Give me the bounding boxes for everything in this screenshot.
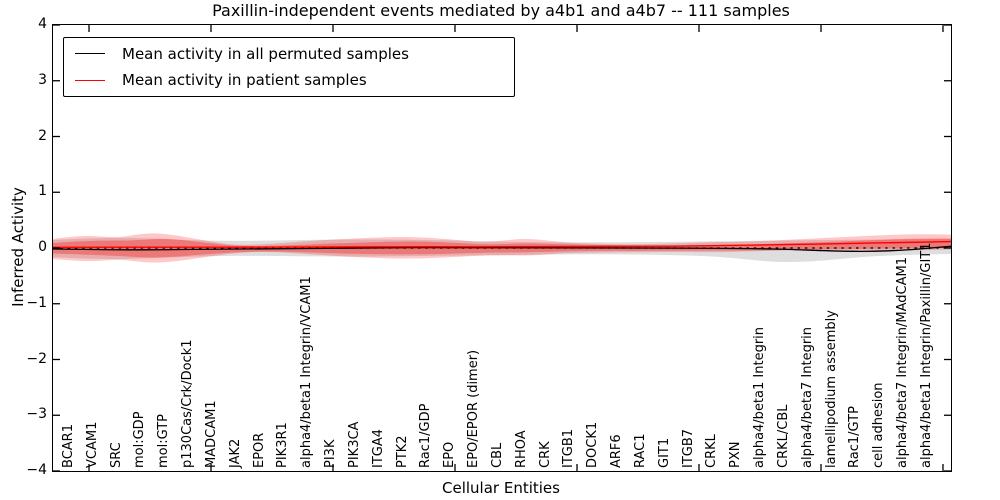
legend-label: Mean activity in all permuted samples bbox=[122, 44, 409, 63]
x-tick-label: CBL bbox=[489, 442, 505, 468]
x-tick-label: alpha4/beta7 Integrin/MAdCAM1 bbox=[895, 257, 911, 468]
x-tick-label: EPO/EPOR (dimer) bbox=[466, 349, 482, 468]
legend-line-sample-black bbox=[75, 53, 105, 55]
x-tick-label: ITGB1 bbox=[561, 428, 577, 468]
x-tick-label: lamellipodium assembly bbox=[823, 310, 839, 468]
legend-label: Mean activity in patient samples bbox=[122, 71, 367, 90]
permuted-std-band bbox=[53, 237, 951, 262]
x-tick-label: EPOR bbox=[251, 432, 267, 468]
x-tick-label: alpha4/beta7 Integrin bbox=[799, 326, 815, 468]
y-tick-label: 0 bbox=[38, 239, 47, 255]
legend: Mean activity in all permuted samples Me… bbox=[63, 37, 515, 97]
x-tick-label: CRKL/CBL bbox=[775, 404, 791, 469]
x-tick-label: PXN bbox=[728, 441, 744, 468]
y-tick-label: −2 bbox=[26, 350, 47, 367]
y-tick-label: 2 bbox=[38, 127, 47, 144]
plot-canvas bbox=[53, 25, 951, 471]
y-tick-label: 1 bbox=[38, 183, 47, 200]
x-tick-label: SRC bbox=[108, 442, 124, 468]
x-tick-label: CRK bbox=[537, 441, 553, 468]
y-tick-label: 4 bbox=[38, 16, 47, 32]
chart-title: Paxillin-independent events mediated by … bbox=[212, 1, 790, 20]
x-tick-label: GIT1 bbox=[656, 437, 672, 468]
x-tick-label: CRKL bbox=[704, 434, 720, 468]
plot-area: BCAR1 VCAM1 SRC mol:GDP mol:GTP p130Cas/Crk/D… bbox=[52, 24, 952, 472]
axis-tick-marks bbox=[53, 25, 951, 471]
x-tick-label: DOCK1 bbox=[585, 421, 601, 468]
x-tick-label: RHOA bbox=[513, 430, 529, 468]
x-tick-label: ITGB7 bbox=[680, 428, 696, 468]
patient-mean-line bbox=[53, 240, 951, 248]
x-tick-label: RAC1 bbox=[632, 433, 648, 468]
x-tick-label: JAK2 bbox=[227, 438, 243, 468]
x-tick-label: alpha4/beta1 Integrin/VCAM1 bbox=[299, 276, 315, 468]
permuted-mean-line bbox=[53, 245, 951, 252]
legend-entry-patient: Mean activity in patient samples bbox=[64, 67, 514, 93]
x-axis-title: Cellular Entities bbox=[442, 479, 560, 497]
x-tick-label: cell adhesion bbox=[871, 382, 887, 468]
x-tick-label: PI3K bbox=[323, 439, 339, 468]
legend-entry-permuted: Mean activity in all permuted samples bbox=[64, 41, 514, 67]
y-tick-label: 3 bbox=[38, 71, 47, 88]
x-tick-label: BCAR1 bbox=[61, 424, 76, 468]
x-tick-label: MADCAM1 bbox=[203, 400, 219, 468]
x-tick-label: ARF6 bbox=[609, 434, 625, 468]
legend-line-sample-red bbox=[75, 79, 105, 81]
y-tick-label: −3 bbox=[26, 406, 47, 423]
x-tick-label: PIK3R1 bbox=[275, 422, 291, 468]
x-tick-label: PIK3CA bbox=[346, 421, 362, 468]
x-tick-label: EPO bbox=[442, 441, 458, 468]
y-tick-label: −1 bbox=[26, 294, 47, 311]
x-tick-label: mol:GDP bbox=[132, 411, 148, 468]
x-tick-label: PTK2 bbox=[394, 435, 410, 468]
x-tick-label: p130Cas/Crk/Dock1 bbox=[180, 339, 196, 468]
y-tick-label: −4 bbox=[26, 462, 47, 478]
x-tick-label: mol:GTP bbox=[156, 414, 172, 468]
x-tick-label: VCAM1 bbox=[84, 421, 100, 468]
x-tick-label: alpha4/beta1 Integrin bbox=[752, 326, 768, 468]
x-tick-label: ITGA4 bbox=[370, 428, 386, 468]
x-tick-label: Rac1/GDP bbox=[418, 403, 434, 468]
x-tick-label: Rac1/GTP bbox=[847, 406, 863, 468]
x-tick-label: alpha4/beta1 Integrin/Paxillin/GIT1 bbox=[918, 242, 934, 468]
